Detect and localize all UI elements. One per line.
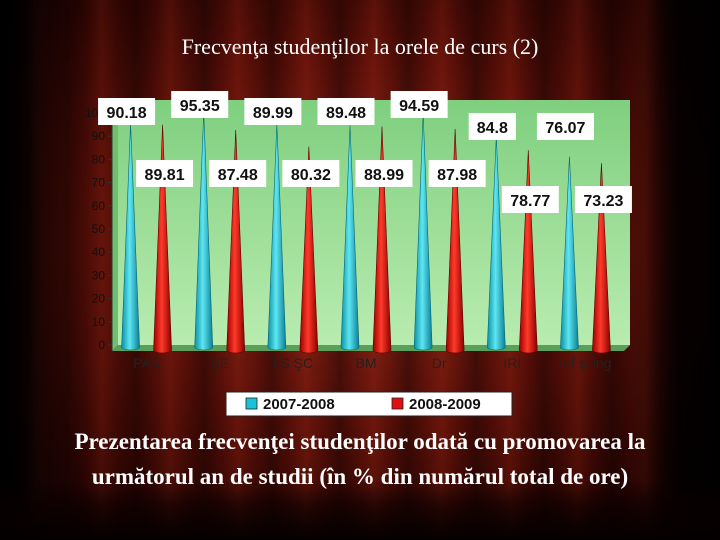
data-label-box	[536, 113, 594, 140]
cone-bar	[445, 128, 465, 354]
data-label-box	[501, 186, 559, 213]
y-tick-label: 10	[92, 315, 106, 329]
cone-bar	[121, 123, 140, 351]
x-tick-label: ŞE	[210, 355, 229, 371]
curtain-left-shadow	[0, 0, 70, 540]
x-tick-label: PAS	[133, 355, 160, 371]
data-label: 89.48	[326, 105, 366, 122]
data-label-box	[136, 160, 194, 187]
x-tick-label: IRI	[503, 355, 521, 371]
x-tick-label: Dr	[432, 355, 447, 371]
y-tick-label: 90	[92, 129, 106, 143]
y-tick-label: 0	[98, 338, 105, 352]
plot-floor	[112, 345, 630, 351]
stage-floor-shadow	[0, 480, 720, 540]
cone-bar	[299, 146, 319, 354]
legend-label: 2007-2008	[263, 396, 335, 413]
legend-label: 2008-2009	[409, 396, 481, 413]
data-label-box	[574, 186, 632, 213]
legend-swatch	[245, 397, 258, 410]
y-tick-label: 70	[92, 176, 106, 190]
cone-bar	[267, 124, 287, 351]
data-label-box	[171, 91, 229, 118]
y-tick-label: 80	[92, 152, 106, 166]
slide-title: Frecvenţa studenţilor la orele de curs (…	[181, 34, 539, 59]
x-tick-label: BM	[356, 355, 377, 371]
x-tick-label: LS ŞC	[273, 355, 313, 371]
cone-bar	[226, 130, 246, 354]
cone-bar	[592, 163, 611, 354]
cone-bar	[153, 124, 172, 354]
y-tick-label: 20	[92, 292, 106, 306]
curtain-right-shadow	[630, 0, 720, 540]
cone-bar	[518, 150, 538, 354]
data-label: 80.32	[291, 167, 331, 184]
cone-bar	[340, 125, 360, 351]
data-label-box	[390, 91, 448, 118]
data-label: 95.35	[180, 98, 220, 115]
y-tick-label: 40	[92, 245, 106, 259]
cone-bar	[372, 126, 392, 354]
y-tick-label: 60	[92, 199, 106, 213]
data-label: 87.98	[437, 167, 477, 184]
legend-swatch	[391, 397, 404, 410]
data-label: 87.48	[218, 167, 258, 184]
data-label: 78.77	[510, 193, 550, 210]
x-tick-label: Inf şi lng	[559, 355, 611, 371]
data-label-box	[468, 113, 516, 140]
y-tick-label: 30	[92, 268, 106, 282]
data-label-box	[98, 98, 156, 125]
data-label-box	[317, 98, 375, 125]
data-label-box	[428, 160, 486, 187]
cone-bar	[194, 111, 214, 351]
y-tick-label: 50	[92, 222, 106, 236]
cone-bar	[413, 113, 433, 351]
data-label-box	[355, 160, 413, 187]
cone-bar	[560, 156, 579, 351]
data-label: 88.99	[364, 167, 404, 184]
data-label: 73.23	[583, 193, 623, 210]
data-label: 89.99	[253, 105, 293, 122]
data-label: 89.81	[145, 167, 185, 184]
data-label: 84.8	[477, 120, 508, 137]
data-label-box	[209, 160, 267, 187]
data-label: 90.18	[107, 105, 147, 122]
data-label-box	[282, 160, 340, 187]
slide-caption: Prezentarea frecvenţei studenţilor odată…	[74, 429, 646, 489]
data-label: 76.07	[545, 120, 585, 137]
data-label: 94.59	[399, 98, 439, 115]
legend-box	[225, 391, 513, 417]
plot-side-wall	[112, 100, 118, 351]
cone-bar	[486, 136, 506, 351]
data-label-box	[244, 98, 302, 125]
